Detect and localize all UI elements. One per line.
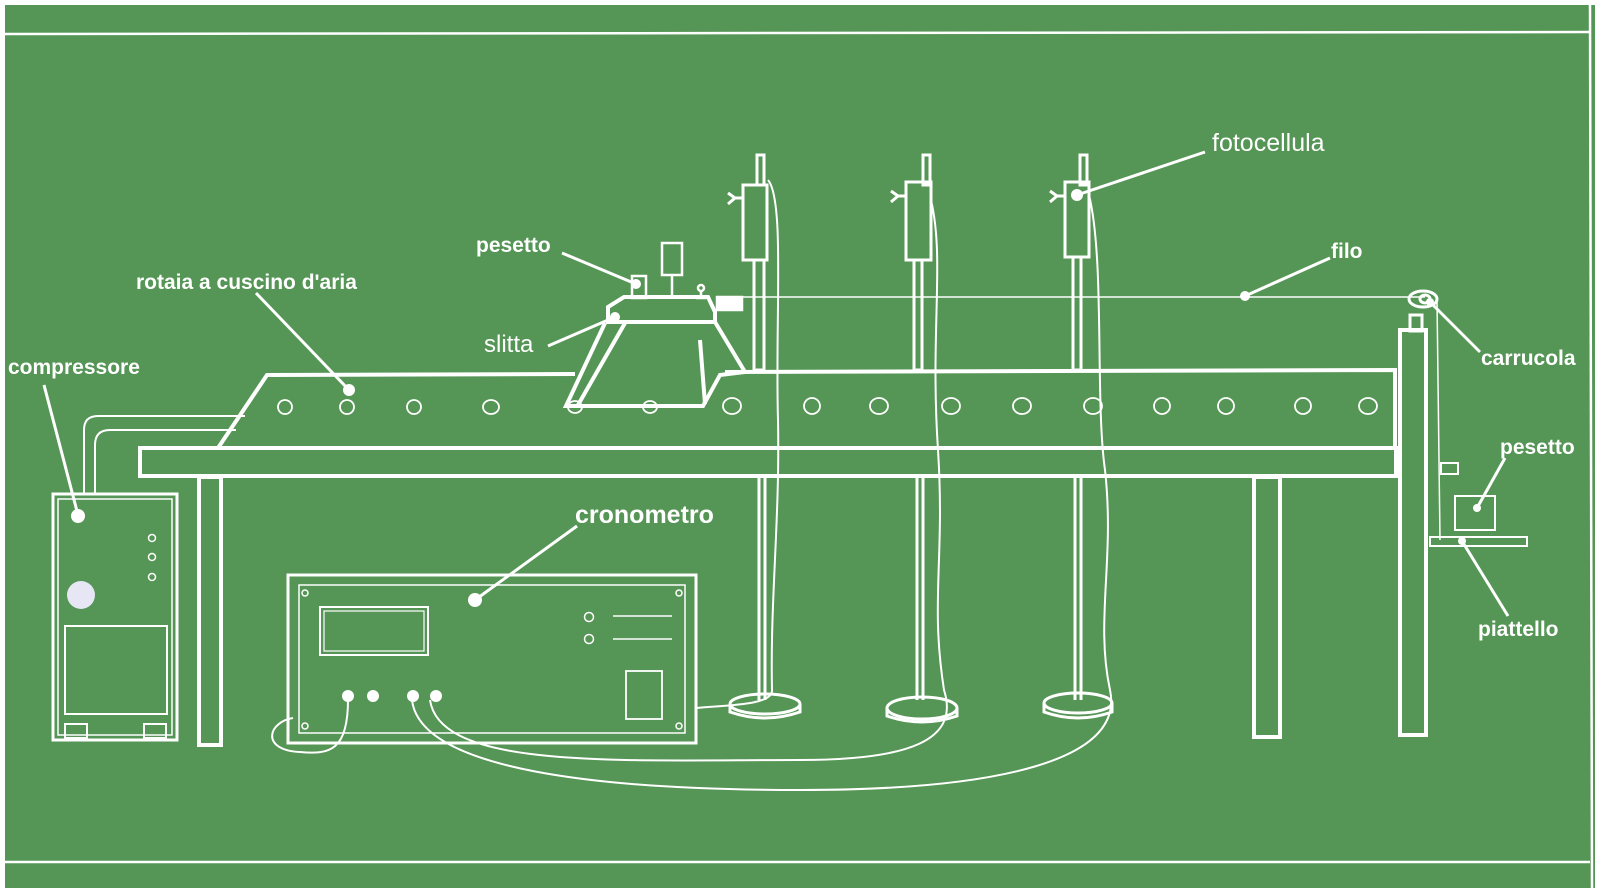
label-cronometro: cronometro (575, 501, 714, 529)
compressor-knob (67, 581, 95, 609)
white-margin (0, 0, 1600, 5)
photogate-cables (411, 179, 1113, 792)
slider (562, 295, 749, 408)
label-piattello: piattello (1478, 618, 1559, 641)
photogate-1 (727, 153, 802, 720)
leader-dots (71, 189, 1481, 607)
air-hoses (83, 415, 245, 494)
chronometer-jacks (342, 690, 442, 702)
frame-lines (4, 4, 1594, 889)
label-rotaia: rotaia a cuscino d'aria (136, 271, 357, 294)
photogate-2 (885, 153, 959, 724)
label-filo: filo (1331, 240, 1363, 263)
leader-lines (42, 150, 1510, 617)
label-pesetto-top: pesetto (476, 234, 551, 257)
label-fotocellula: fotocellula (1212, 129, 1325, 157)
slider-weights (630, 241, 744, 312)
table-legs (197, 328, 1428, 747)
chronometer (286, 573, 698, 745)
label-carrucola: carrucola (1481, 347, 1576, 370)
label-pesetto-right: pesetto (1500, 436, 1575, 459)
string-vertical (1436, 299, 1441, 541)
chronometer-small-dots (301, 589, 683, 730)
label-slitta: slitta (484, 331, 534, 358)
compressor (51, 492, 179, 742)
chronometer-cable (271, 699, 349, 754)
hanging-weight-assembly (1429, 462, 1528, 547)
air-track (138, 367, 1398, 478)
label-compressore: compressore (8, 356, 140, 379)
